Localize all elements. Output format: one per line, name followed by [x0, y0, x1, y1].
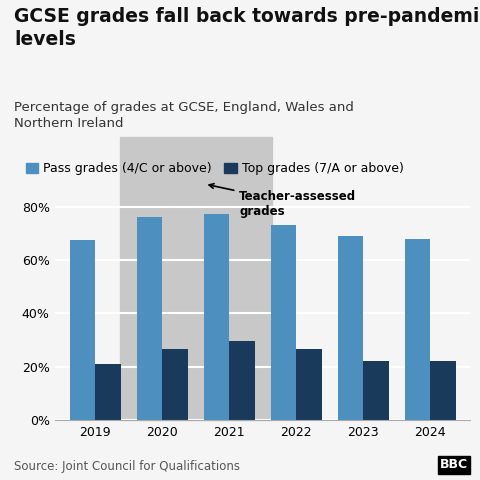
Bar	[229, 341, 255, 420]
Bar	[430, 361, 456, 420]
Bar	[70, 240, 96, 420]
Bar	[96, 364, 121, 420]
Bar	[162, 349, 188, 420]
Bar	[405, 239, 430, 420]
Bar	[137, 216, 162, 420]
Bar	[363, 360, 389, 420]
Text: Source: Joint Council for Qualifications: Source: Joint Council for Qualifications	[14, 460, 240, 473]
Text: Teacher-assessed
grades: Teacher-assessed grades	[209, 184, 357, 218]
Bar	[204, 215, 229, 420]
Text: Percentage of grades at GCSE, England, Wales and
Northern Ireland: Percentage of grades at GCSE, England, W…	[14, 101, 354, 130]
Bar	[120, 137, 272, 420]
Bar	[271, 225, 296, 420]
Bar	[296, 349, 322, 420]
Text: GCSE grades fall back towards pre-pandemic
levels: GCSE grades fall back towards pre-pandem…	[14, 7, 480, 49]
Bar	[338, 236, 363, 420]
Text: BBC: BBC	[440, 458, 468, 471]
Legend: Pass grades (4/C or above), Top grades (7/A or above): Pass grades (4/C or above), Top grades (…	[21, 157, 408, 180]
